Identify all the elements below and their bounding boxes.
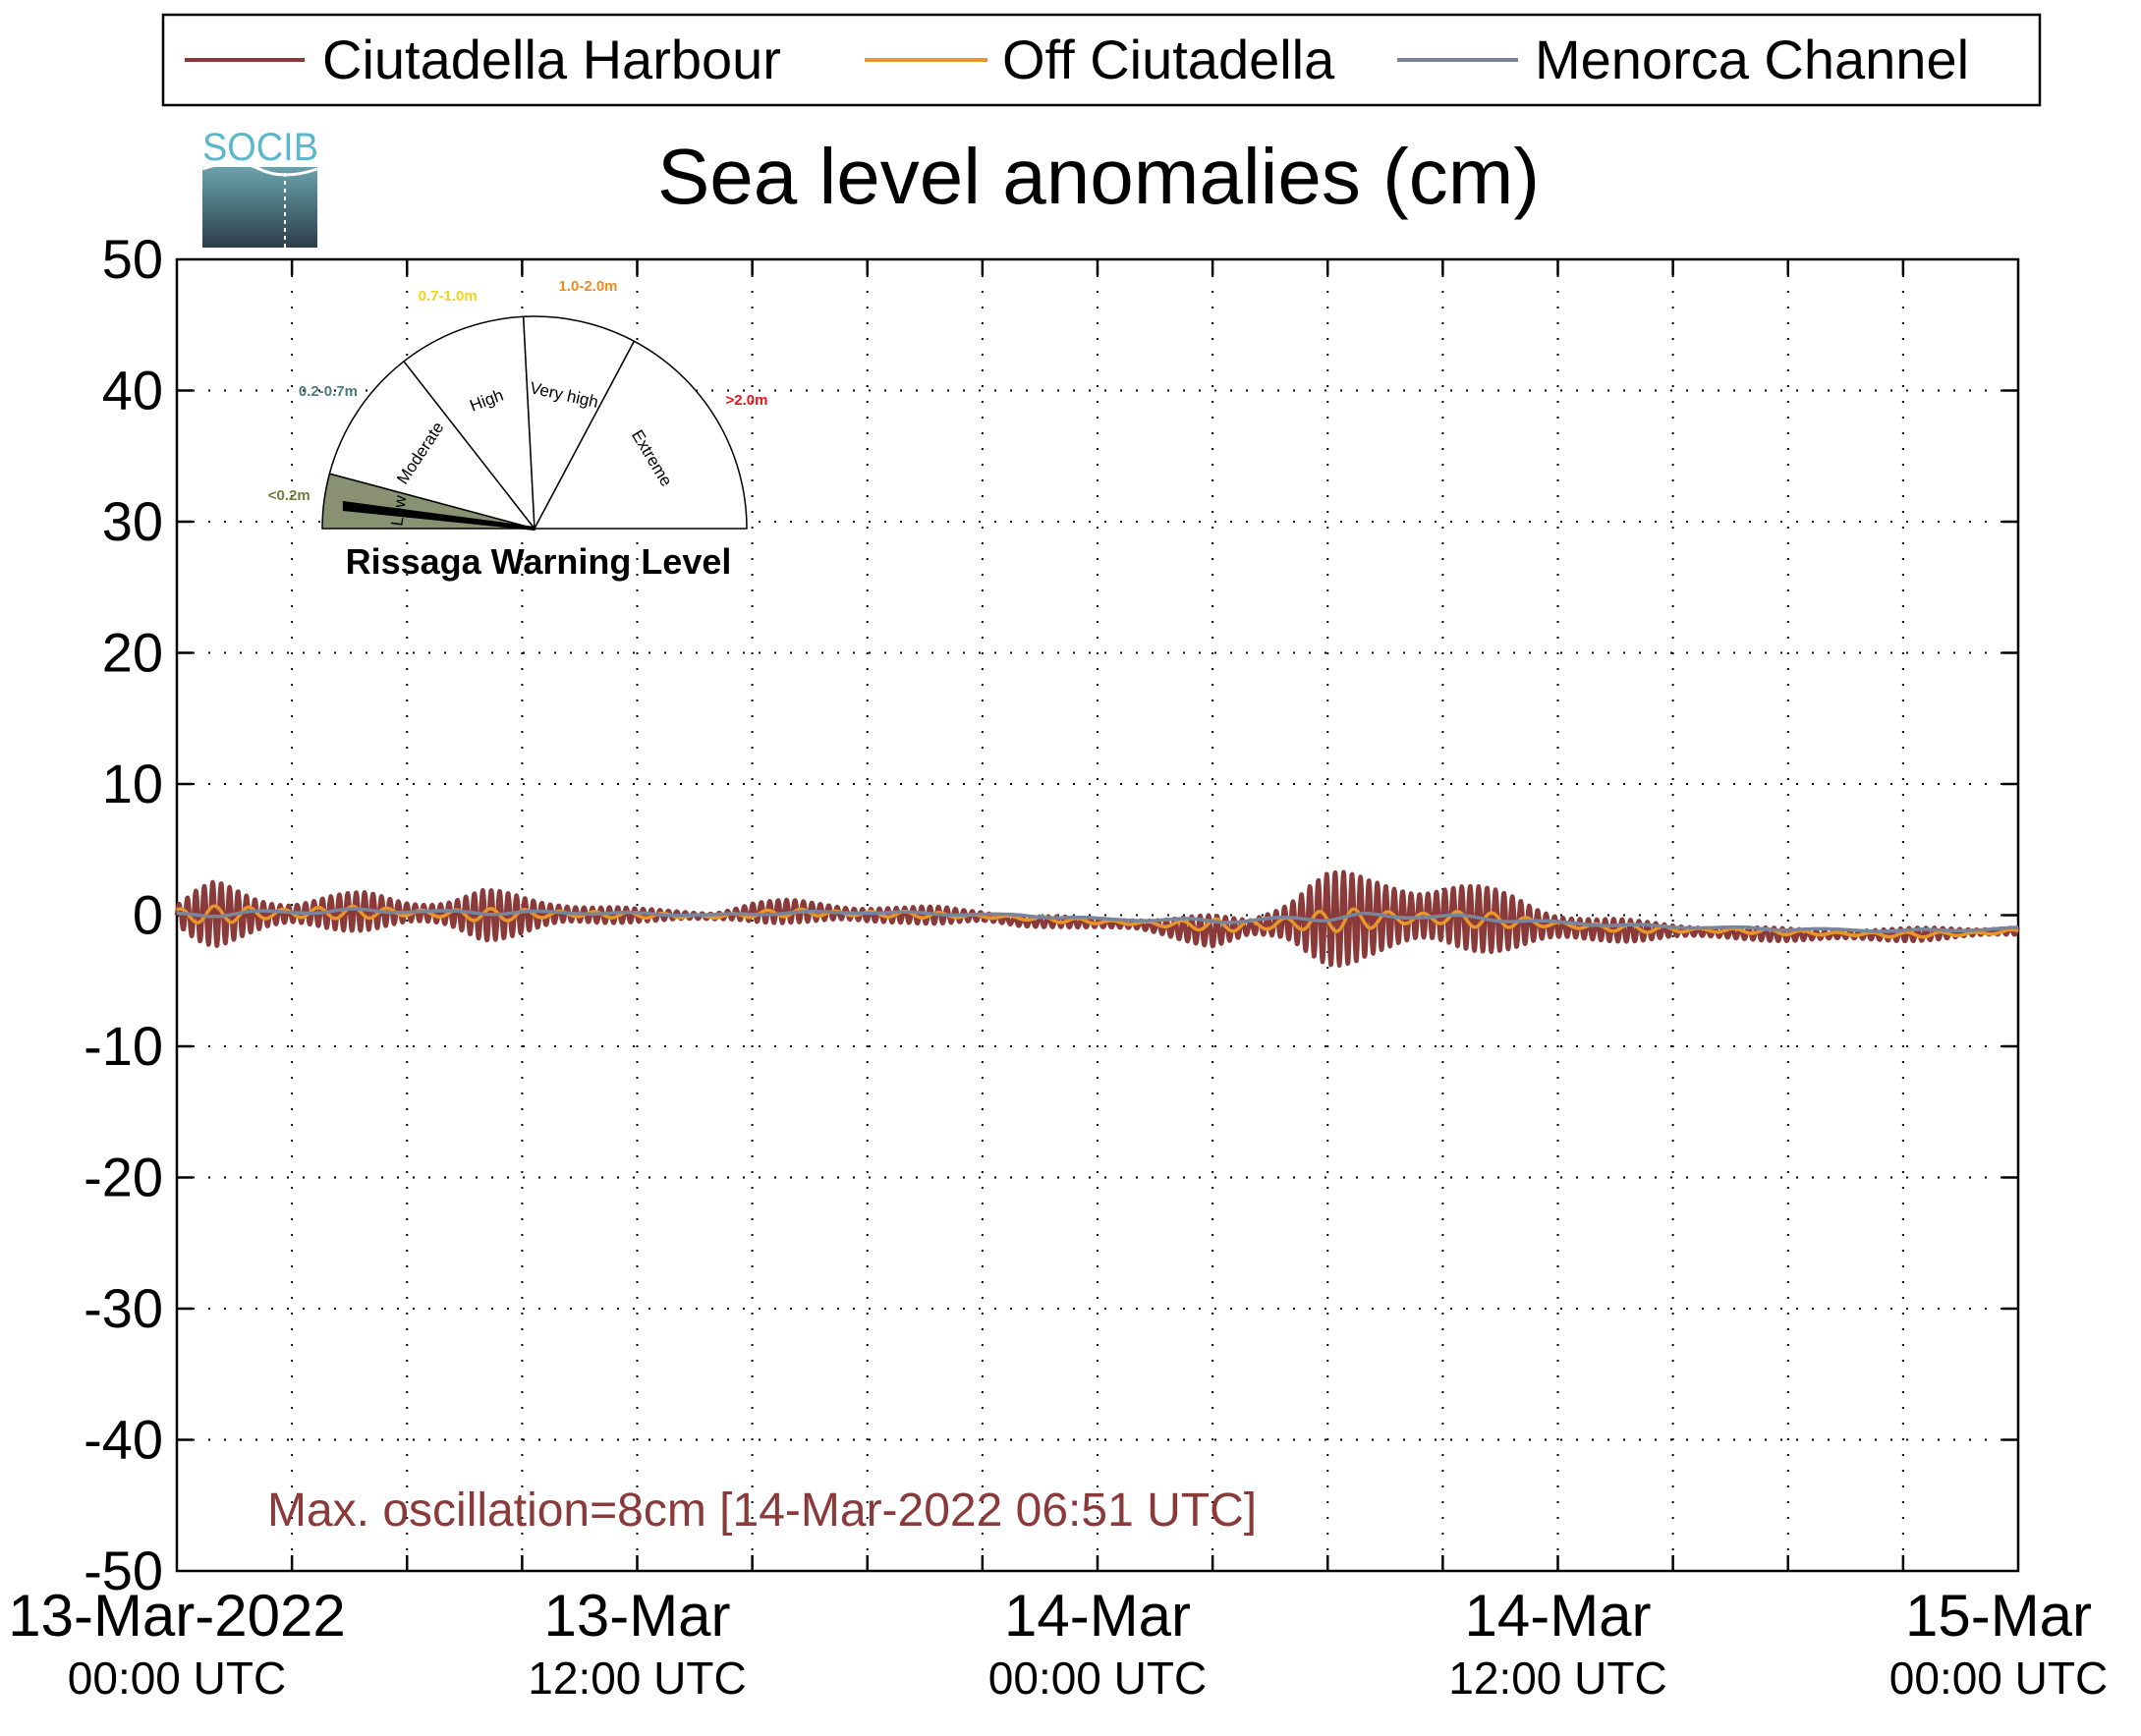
y-tick-label: 0 (133, 884, 163, 946)
gauge-title: Rissaga Warning Level (346, 541, 732, 582)
gauge-sector-extreme (533, 340, 748, 530)
gauge-sector-high (402, 315, 535, 532)
socib-logo: SOCIB (201, 126, 318, 248)
x-tick-time-label: 00:00 UTC (988, 1652, 1207, 1704)
y-tick-label: 30 (102, 490, 163, 552)
legend: Ciutadella Harbour Off Ciutadella Menorc… (161, 13, 2042, 107)
gauge-range-label-high: 0.7-1.0m (419, 288, 478, 305)
y-axis-ticks: 50 40 30 20 10 0 -10 -20 -30 -40 -50 (84, 228, 2018, 1601)
x-tick-date-label: 13-Mar-2022 (8, 1583, 346, 1649)
gauge-range-label-low: <0.2m (268, 487, 310, 504)
x-tick-time-label: 00:00 UTC (1889, 1652, 2108, 1704)
legend-label-off-ciutadella: Off Ciutadella (1002, 28, 1335, 90)
gauge-sector-moderate (328, 360, 536, 531)
x-tick-time-label: 12:00 UTC (1448, 1652, 1666, 1704)
socib-logo-wave (201, 161, 318, 177)
chart-title: Sea level anomalies (cm) (657, 133, 1540, 220)
y-tick-label: -40 (84, 1409, 163, 1471)
series-line-ciutadella-harbour (174, 869, 2020, 968)
y-tick-label: 50 (102, 228, 163, 290)
x-tick-date-label: 13-Mar (543, 1583, 730, 1649)
socib-logo-text: SOCIB (202, 126, 318, 169)
y-tick-label: -20 (84, 1147, 163, 1208)
y-tick-label: 40 (102, 360, 163, 421)
legend-label-menorca-channel: Menorca Channel (1535, 28, 1969, 90)
y-tick-label: -10 (84, 1015, 163, 1077)
gauge-range-label-very-high: 1.0-2.0m (558, 278, 617, 295)
x-tick-date-label: 14-Mar (1004, 1583, 1191, 1649)
max-oscillation-annotation: Max. oscillation=8cm [14-Mar-2022 06:51 … (267, 1484, 1257, 1537)
series-line-menorca-channel (175, 907, 2020, 933)
legend-label-ciutadella-harbour: Ciutadella Harbour (322, 28, 781, 90)
legend-box (161, 13, 2042, 107)
y-tick-label: 20 (102, 622, 163, 684)
gauge-range-label-extreme: >2.0m (726, 392, 768, 409)
x-tick-date-label: 15-Mar (1905, 1583, 2092, 1649)
rissaga-gauge: Low<0.2mModerate0.2-0.7mHigh0.7-1.0mVery… (268, 278, 768, 582)
gauge-sector-very-high (522, 315, 636, 532)
x-tick-time-label: 00:00 UTC (68, 1652, 286, 1704)
y-tick-label: -30 (84, 1277, 163, 1339)
x-tick-date-label: 14-Mar (1464, 1583, 1651, 1649)
y-tick-label: -50 (84, 1540, 163, 1601)
y-tick-label: 10 (102, 753, 163, 814)
x-tick-time-label: 12:00 UTC (528, 1652, 746, 1704)
series-group (174, 869, 2020, 968)
gauge-range-label-moderate: 0.2-0.7m (299, 383, 358, 400)
socib-logo-block (202, 167, 317, 248)
gauge-needle (342, 500, 535, 531)
